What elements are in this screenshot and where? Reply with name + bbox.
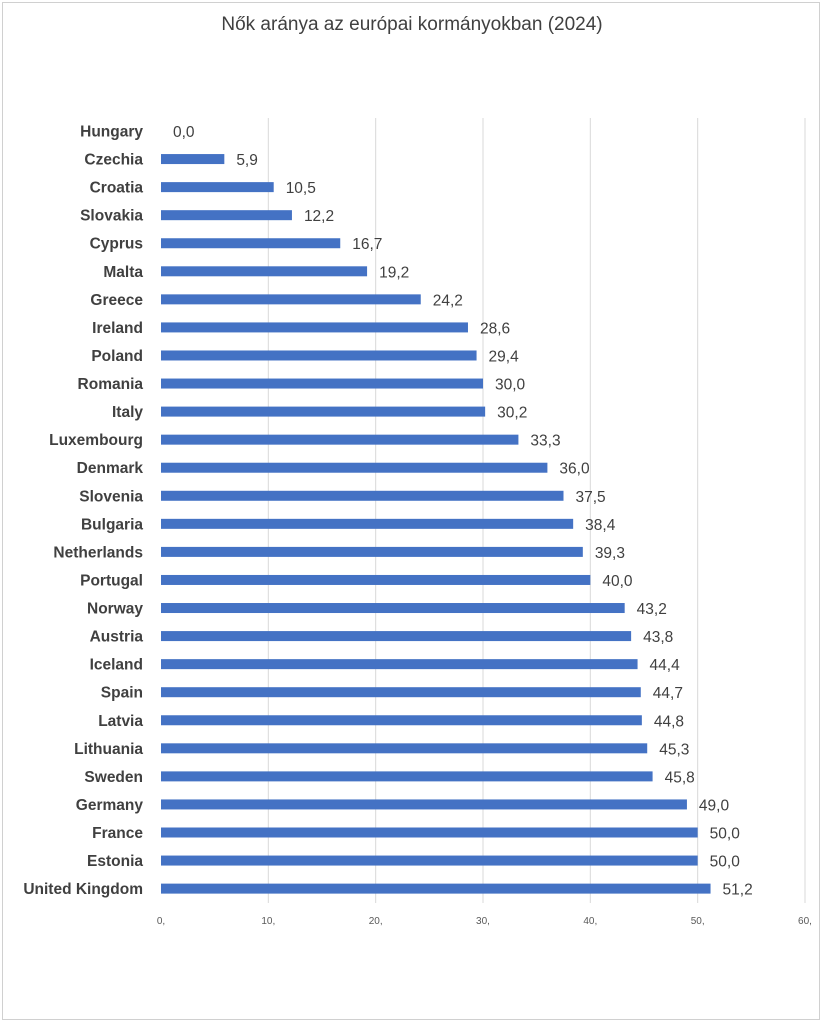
category-label: Iceland (90, 657, 143, 674)
bar (161, 350, 477, 361)
bar (161, 406, 486, 417)
data-label: 5,9 (236, 152, 258, 169)
category-label: Germany (76, 797, 144, 814)
category-label: Portugal (80, 572, 143, 589)
data-label: 10,5 (286, 180, 316, 197)
category-label: Luxembourg (49, 432, 143, 449)
data-label: 37,5 (576, 489, 606, 506)
category-label: Czechia (84, 152, 143, 169)
category-label: Denmark (77, 460, 144, 477)
category-label: Latvia (98, 713, 143, 730)
category-label: Cyprus (90, 236, 143, 253)
data-label: 44,4 (650, 657, 681, 674)
category-label: Ireland (92, 320, 143, 337)
bar (161, 715, 642, 726)
bar (161, 743, 648, 754)
category-label: Lithuania (74, 741, 143, 758)
bar (161, 855, 698, 866)
x-tick-label: 40, (583, 916, 597, 927)
bar (161, 827, 698, 838)
bar (161, 322, 468, 333)
category-label: France (92, 825, 143, 842)
category-label: Greece (90, 292, 143, 309)
data-label: 38,4 (585, 517, 616, 534)
x-tick-label: 30, (476, 916, 490, 927)
bar (161, 266, 368, 277)
data-label: 44,7 (653, 685, 683, 702)
bar (161, 546, 583, 557)
bar (161, 574, 591, 585)
data-label: 51,2 (723, 882, 753, 899)
category-label: Poland (91, 348, 143, 365)
data-label: 36,0 (559, 461, 590, 478)
bar (161, 687, 641, 698)
data-label: 45,3 (659, 741, 689, 758)
bar (161, 603, 625, 614)
data-label: 30,0 (495, 377, 526, 394)
category-label: Slovakia (80, 208, 143, 225)
data-label: 28,6 (480, 320, 510, 337)
data-label: 43,8 (643, 629, 673, 646)
category-label: United Kingdom (23, 881, 143, 898)
data-label: 33,3 (530, 433, 560, 450)
x-tick-label: 10, (261, 916, 275, 927)
x-tick-label: 50, (691, 916, 705, 927)
data-label: 44,8 (654, 713, 684, 730)
bar (161, 883, 711, 894)
category-label: Norway (87, 601, 143, 618)
category-label: Romania (78, 376, 144, 393)
category-label: Slovenia (79, 488, 143, 505)
data-label: 12,2 (304, 208, 334, 225)
data-label: 29,4 (489, 348, 520, 365)
bars (161, 154, 711, 894)
chart-title: Nők aránya az európai kormányokban (2024… (221, 14, 603, 35)
bar (161, 238, 341, 249)
x-tick-label: 20, (369, 916, 383, 927)
bar (161, 631, 632, 642)
bar (161, 378, 483, 389)
data-label: 19,2 (379, 264, 409, 281)
bar (161, 490, 564, 501)
data-label: 45,8 (665, 769, 695, 786)
data-label: 50,0 (710, 826, 741, 843)
category-label: Italy (112, 404, 143, 421)
bar (161, 659, 638, 670)
bar (161, 294, 421, 305)
gridlines (267, 118, 806, 903)
category-label: Estonia (87, 853, 143, 870)
data-label: 16,7 (352, 236, 382, 253)
bar (161, 771, 653, 782)
category-label: Sweden (84, 769, 143, 786)
category-label: Croatia (90, 180, 144, 197)
category-label: Netherlands (53, 544, 143, 561)
category-label: Bulgaria (81, 516, 143, 533)
category-label: Spain (101, 685, 143, 702)
category-label: Malta (103, 264, 143, 281)
data-label: 0,0 (173, 124, 195, 141)
data-label: 50,0 (710, 854, 741, 871)
data-label: 43,2 (637, 601, 667, 618)
x-tick-label: 0, (157, 916, 165, 927)
bar (161, 210, 292, 221)
data-label: 30,2 (497, 405, 527, 422)
data-label: 40,0 (602, 573, 633, 590)
category-label: Austria (90, 629, 144, 646)
bar (161, 154, 225, 165)
labels: 0, 10, 20, 30, 40, 50, 60, Hungary 0,0 Czechia 5,9… (23, 124, 812, 928)
data-label: 24,2 (433, 292, 463, 309)
bar (161, 518, 574, 529)
data-label: 49,0 (699, 797, 730, 814)
bar (161, 462, 548, 473)
bar (161, 182, 274, 193)
x-tick-label: 60, (798, 916, 812, 927)
category-label: Hungary (80, 124, 143, 141)
data-label: 39,3 (595, 545, 625, 562)
bar (161, 434, 519, 445)
bar (161, 799, 687, 810)
